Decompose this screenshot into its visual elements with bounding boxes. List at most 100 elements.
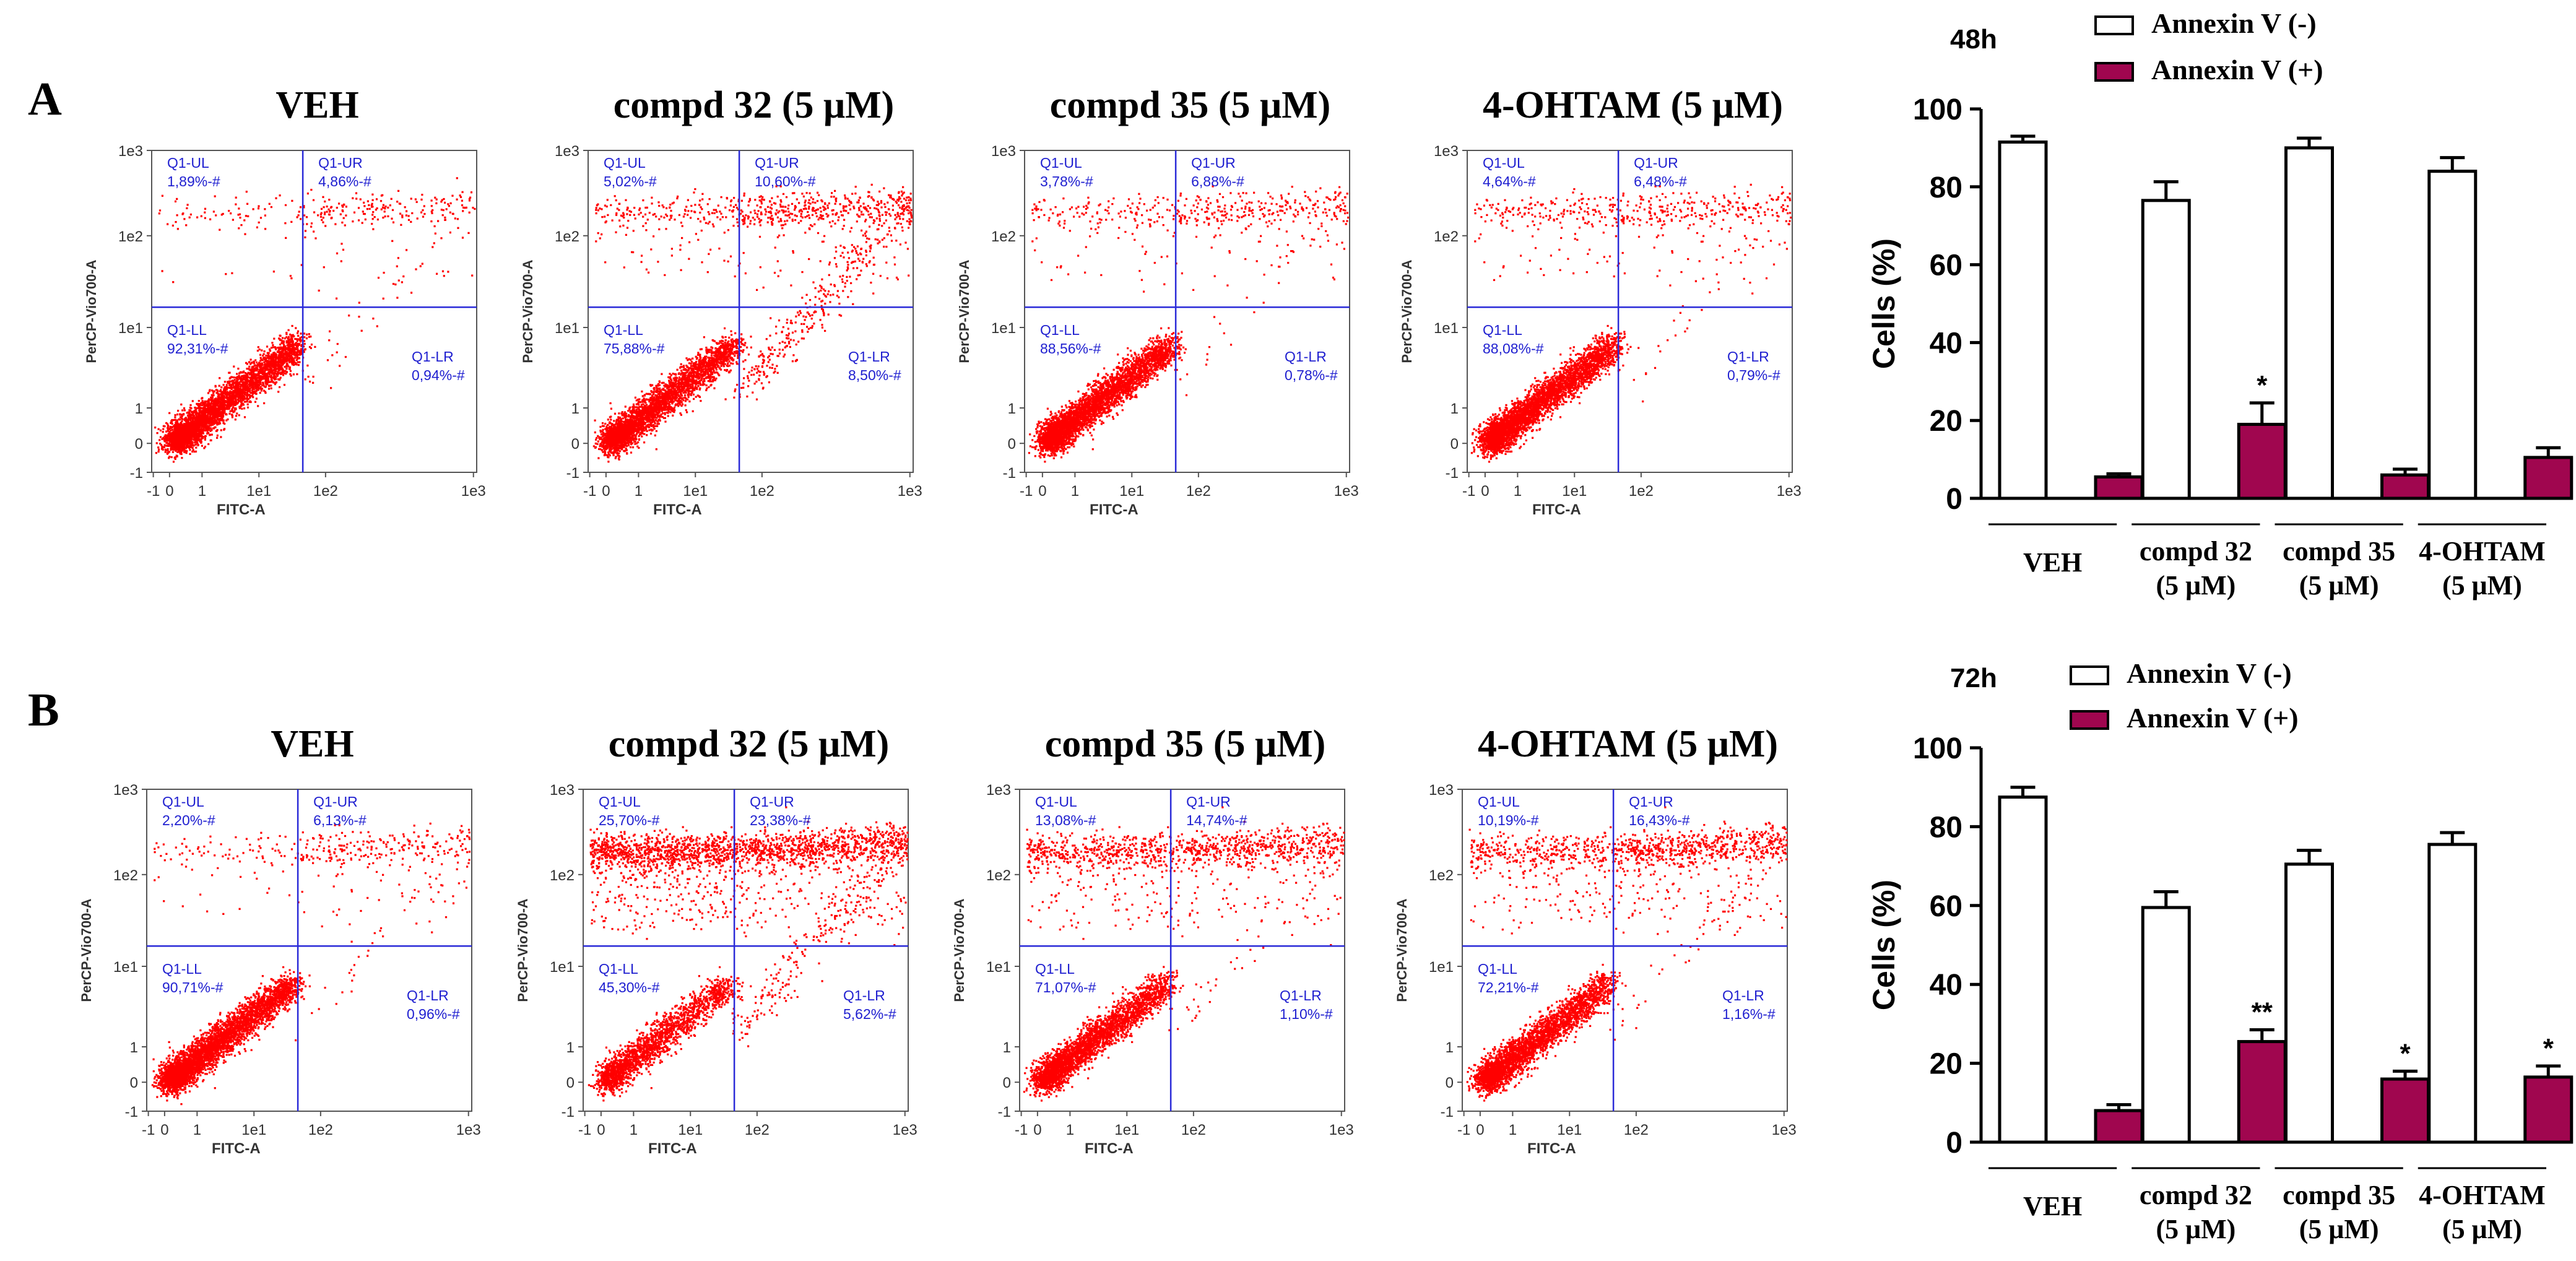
y-tick-label: 1 bbox=[571, 401, 579, 417]
y-tick-label: -1 bbox=[1003, 465, 1016, 482]
category-label: VEH bbox=[2023, 1191, 2082, 1221]
y-tick-label: 1 bbox=[566, 1039, 575, 1056]
y-tick-label: 0 bbox=[1003, 1075, 1011, 1091]
bar bbox=[2523, 456, 2574, 500]
bar bbox=[2523, 1075, 2574, 1144]
x-tick-label: 1e2 bbox=[308, 1122, 333, 1138]
y-tick-label: 80 bbox=[1930, 811, 1962, 844]
y-tick-label: 20 bbox=[1930, 1048, 1962, 1081]
x-tick-label: 1e2 bbox=[1181, 1122, 1206, 1138]
y-axis-label: PerCP-Vio700-A bbox=[520, 259, 536, 363]
flow-plot-frame bbox=[583, 789, 909, 1112]
y-tick-label: 1e1 bbox=[550, 959, 575, 976]
quadrant-name: Q1-LR bbox=[848, 349, 890, 365]
y-tick-label: 1 bbox=[1003, 1039, 1011, 1056]
quadrant-percent: 90,71%-# bbox=[162, 979, 223, 995]
legend-swatch bbox=[2094, 15, 2134, 35]
quadrant-name: Q1-LL bbox=[162, 961, 202, 977]
y-tick-label: 1e1 bbox=[555, 320, 579, 337]
x-tick-label: 1e3 bbox=[1772, 1122, 1797, 1138]
y-tick-label: 1 bbox=[1446, 1039, 1454, 1056]
quadrant-percent: 71,07%-# bbox=[1035, 979, 1096, 995]
x-tick-label: 1 bbox=[635, 483, 643, 500]
flow-dots bbox=[1028, 185, 1350, 463]
x-axis-label: FITC-A bbox=[212, 1140, 261, 1157]
x-tick-label: 1e3 bbox=[456, 1122, 481, 1138]
quadrant-percent: 4,86%-# bbox=[318, 173, 371, 189]
quadrant-percent: 8,50%-# bbox=[848, 367, 901, 383]
category-label: compd 32 (5 μM) bbox=[2140, 1180, 2252, 1244]
flow-plot: VEH Q1-UL 2,20%-# Q1-UR 6,13%-# Q1-LL 90,71%-#… bbox=[79, 723, 481, 1157]
quadrant-percent: 0,94%-# bbox=[412, 367, 465, 383]
y-axis-label: Cells (%) bbox=[1867, 238, 1901, 369]
y-tick-label: 80 bbox=[1930, 171, 1962, 204]
flow-dots bbox=[1023, 806, 1345, 1102]
x-tick-label: 1 bbox=[193, 1122, 201, 1138]
quadrant-percent: 0,78%-# bbox=[1285, 367, 1338, 383]
x-tick-label: 1e3 bbox=[461, 483, 486, 500]
y-tick-label: 20 bbox=[1930, 405, 1962, 438]
quadrant-percent: 0,79%-# bbox=[1727, 367, 1780, 383]
quadrant-name: Q1-UR bbox=[313, 794, 358, 810]
y-tick-label: 1e3 bbox=[113, 782, 138, 799]
x-tick-label: -1 bbox=[1457, 1122, 1470, 1138]
y-tick-label: 0 bbox=[1946, 1127, 1962, 1159]
x-tick-label: 0 bbox=[1481, 483, 1489, 500]
x-tick-label: -1 bbox=[142, 1122, 155, 1138]
category-label: VEH bbox=[2023, 547, 2082, 578]
y-tick-label: 40 bbox=[1930, 327, 1962, 360]
y-axis-label: PerCP-Vio700-A bbox=[515, 898, 531, 1002]
x-axis-label: FITC-A bbox=[1532, 501, 1581, 518]
quadrant-name: Q1-LL bbox=[1483, 322, 1522, 338]
quadrant-name: Q1-UL bbox=[167, 155, 209, 171]
y-tick-label: 0 bbox=[135, 436, 143, 453]
x-tick-label: 1e1 bbox=[683, 483, 708, 500]
quadrant-name: Q1-UL bbox=[1478, 794, 1520, 810]
quadrant-name: Q1-UR bbox=[1191, 155, 1236, 171]
quadrant-percent: 88,08%-# bbox=[1483, 340, 1544, 357]
quadrant-percent: 1,16%-# bbox=[1722, 1006, 1776, 1022]
bar bbox=[2284, 146, 2334, 500]
quadrant-percent: 3,78%-# bbox=[1040, 173, 1093, 189]
quadrant-name: Q1-UR bbox=[750, 794, 794, 810]
flow-dots bbox=[1466, 806, 1788, 1102]
y-tick-label: 1 bbox=[1008, 401, 1016, 417]
flow-dots bbox=[1470, 183, 1792, 463]
y-tick-label: 0 bbox=[1946, 483, 1962, 516]
y-tick-label: 1e2 bbox=[118, 228, 143, 245]
flow-plot-frame bbox=[1019, 789, 1345, 1112]
quadrant-percent: 10,19%-# bbox=[1478, 812, 1539, 828]
quadrant-percent: 72,21%-# bbox=[1478, 979, 1539, 995]
y-axis-label: PerCP-Vio700-A bbox=[956, 259, 972, 363]
legend-label: Annexin V (+) bbox=[2127, 702, 2299, 734]
y-tick-label: -1 bbox=[998, 1104, 1011, 1120]
panel-letter: B bbox=[28, 684, 59, 736]
quadrant-name: Q1-UL bbox=[599, 794, 641, 810]
x-tick-label: 1e2 bbox=[750, 483, 774, 500]
x-tick-label: 1e3 bbox=[1329, 1122, 1354, 1138]
quadrant-percent: 88,56%-# bbox=[1040, 340, 1101, 357]
quadrant-name: Q1-LR bbox=[407, 987, 449, 1003]
flow-plot-title: compd 35 (5 μM) bbox=[1050, 84, 1331, 126]
quadrant-percent: 16,43%-# bbox=[1629, 812, 1690, 828]
flow-plot: compd 32 (5 μM) Q1-UL 25,70%-# Q1-UR 23,38%-… bbox=[515, 723, 917, 1157]
flow-plot: VEH Q1-UL 1,89%-# Q1-UR 4,86%-# Q1-LL 92,31%-#… bbox=[84, 84, 486, 518]
bar-chart: 72h Annexin V (-) Annexin V (+) 0 20 40 60 80 10… bbox=[1867, 657, 2574, 1244]
flow-dots bbox=[154, 177, 476, 463]
x-tick-label: 1 bbox=[630, 1122, 638, 1138]
category-label: 4-OHTAM (5 μM) bbox=[2419, 1180, 2546, 1244]
quadrant-name: Q1-LR bbox=[1722, 987, 1764, 1003]
x-tick-label: 1e1 bbox=[1119, 483, 1144, 500]
category-label: 4-OHTAM (5 μM) bbox=[2419, 536, 2546, 600]
quadrant-percent: 13,08%-# bbox=[1035, 812, 1096, 828]
x-tick-label: -1 bbox=[1462, 483, 1475, 500]
x-tick-label: 1e3 bbox=[1777, 483, 1802, 500]
quadrant-percent: 5,62%-# bbox=[843, 1006, 896, 1022]
y-tick-label: 1e2 bbox=[113, 867, 138, 884]
x-tick-label: 0 bbox=[1033, 1122, 1041, 1138]
quadrant-name: Q1-UL bbox=[1035, 794, 1077, 810]
y-tick-label: 1e2 bbox=[555, 228, 579, 245]
x-tick-label: 1e1 bbox=[1114, 1122, 1139, 1138]
y-tick-label: 1e1 bbox=[1429, 959, 1454, 976]
y-tick-label: 100 bbox=[1913, 732, 1962, 765]
